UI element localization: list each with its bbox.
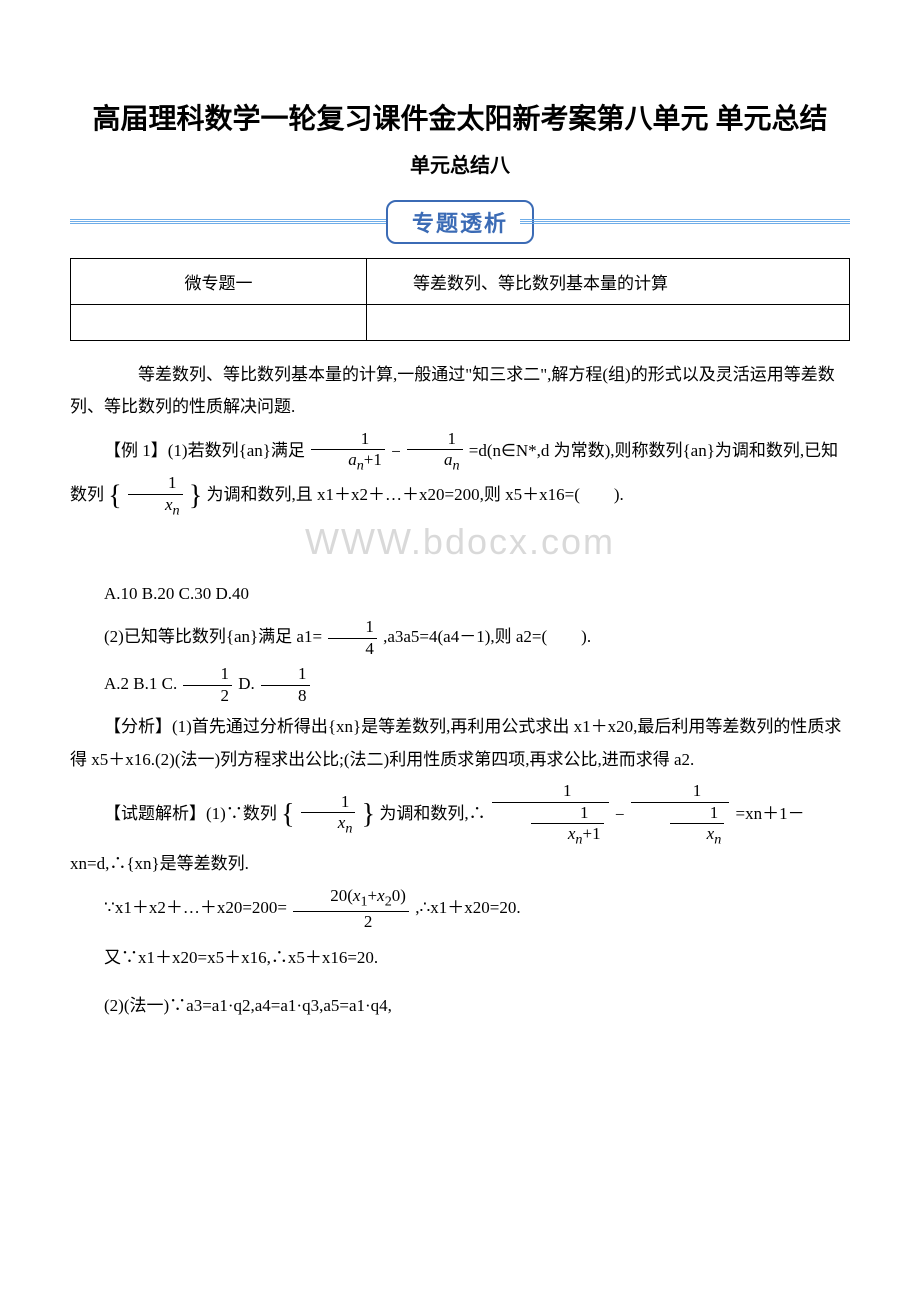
solution-line2: ∵x1＋x2＋…＋x20=200= 20(x1+x20) 2 ,∴x1＋x20=…: [70, 886, 850, 931]
fraction-den: an: [407, 450, 463, 474]
fraction-den: 4: [328, 639, 377, 659]
page-title: 高届理科数学一轮复习课件金太阳新考案第八单元 单元总结: [70, 100, 850, 139]
fraction-num: 1: [183, 665, 232, 686]
fraction-den: 1 xn: [631, 803, 730, 849]
ex1-p2-tail: ,a3a5=4(a4－1),则 a2=( ).: [383, 628, 591, 647]
nested-fraction: 1 xn: [670, 804, 725, 849]
fraction: 20(x1+x20) 2: [293, 887, 409, 932]
nested-fraction: 1 xn+1: [531, 804, 604, 849]
banner-label: 专题透析: [386, 200, 534, 244]
brace-right: }: [189, 481, 202, 512]
fraction-num: 1: [261, 665, 310, 686]
topic-right-cell: 等差数列、等比数列基本量的计算: [367, 259, 850, 305]
fraction: 1 an: [407, 430, 463, 475]
fraction-den: 1 xn+1: [492, 803, 609, 849]
page-subtitle: 单元总结八: [70, 149, 850, 178]
opts-lead: A.2 B.1 C.: [104, 674, 177, 693]
empty-cell: [71, 305, 367, 341]
fraction-num: 1: [531, 804, 604, 825]
intro-paragraph: 等差数列、等比数列基本量的计算,一般通过"知三求二",解方程(组)的形式以及灵活…: [70, 359, 850, 424]
brace-right: }: [362, 799, 375, 830]
brace-left: {: [108, 481, 121, 512]
banner-line-right: [520, 219, 850, 225]
watermark-text: WWW.bdocx.com: [70, 521, 850, 563]
table-row: 微专题一 等差数列、等比数列基本量的计算: [71, 259, 850, 305]
example1-part1: 【例 1】(1)若数列{an}满足 1 an+1 − 1 an =d(n∈N*,…: [70, 430, 850, 519]
sol-mid: 为调和数列,∴: [379, 804, 485, 823]
fraction-num: 1: [631, 782, 730, 803]
ex1-p2-options: A.2 B.1 C. 1 2 D. 1 8: [70, 665, 850, 705]
example1-part2: (2)已知等比数列{an}满足 a1= 1 4 ,a3a5=4(a4－1),则 …: [70, 618, 850, 658]
sol-lead: 【试题解析】(1)∵数列: [104, 804, 277, 823]
fraction-den: xn+1: [531, 824, 604, 848]
fraction-den: 2: [183, 686, 232, 706]
fraction: 1 xn: [128, 474, 183, 519]
fraction-den: 8: [261, 686, 310, 706]
fraction: 1 an+1: [311, 430, 385, 475]
section-banner: 专题透析: [70, 198, 850, 246]
solution-line1: 【试题解析】(1)∵数列 { 1 xn } 为调和数列,∴ 1 1 xn+1 −…: [70, 782, 850, 881]
table-row: [71, 305, 850, 341]
fraction-num: 1: [328, 618, 377, 639]
ex1-options: A.10 B.20 C.30 D.40: [70, 575, 850, 612]
fraction-den: an+1: [311, 450, 385, 474]
fraction: 1 xn: [301, 793, 356, 838]
fraction-num: 20(x1+x20): [293, 887, 409, 912]
ex1-lead: 【例 1】(1)若数列{an}满足: [104, 441, 305, 460]
page-container: 高届理科数学一轮复习课件金太阳新考案第八单元 单元总结 单元总结八 专题透析 微…: [0, 0, 920, 1072]
fraction-den: xn: [670, 824, 725, 848]
solution-line4: (2)(法一)∵a3=a1·q2,a4=a1·q3,a5=a1·q4,: [70, 984, 850, 1028]
brace-left: {: [281, 799, 294, 830]
fraction-num: 1: [492, 782, 609, 803]
fraction: 1 4: [328, 618, 377, 658]
analysis-paragraph: 【分析】(1)首先通过分析得出{xn}是等差数列,再利用公式求出 x1＋x20,…: [70, 711, 850, 776]
minus-sign: −: [391, 442, 405, 461]
topic-left-cell: 微专题一: [71, 259, 367, 305]
fraction-den: xn: [128, 495, 183, 519]
minus-sign: −: [615, 805, 629, 824]
fraction-num: 1: [311, 430, 385, 451]
sol-line2a: ∵x1＋x2＋…＋x20=200=: [104, 898, 287, 917]
opts-mid: D.: [238, 674, 255, 693]
fraction-den: xn: [301, 813, 356, 837]
fraction: 1 8: [261, 665, 310, 705]
empty-cell: [367, 305, 850, 341]
fraction-num: 1: [301, 793, 356, 814]
ex1-p2-lead: (2)已知等比数列{an}满足 a1=: [104, 628, 322, 647]
fraction: 1 2: [183, 665, 232, 705]
fraction-num: 1: [407, 430, 463, 451]
banner-line-left: [70, 219, 400, 225]
fraction-num: 1: [670, 804, 725, 825]
sol-line2b: ,∴x1＋x20=20.: [415, 898, 520, 917]
topic-table: 微专题一 等差数列、等比数列基本量的计算: [70, 258, 850, 341]
fraction-num: 1: [128, 474, 183, 495]
fraction-den: 2: [293, 912, 409, 932]
ex1-tail: 为调和数列,且 x1＋x2＋…＋x20=200,则 x5＋x16=( ).: [207, 486, 624, 505]
fraction: 1 1 xn+1: [492, 782, 609, 848]
solution-line3: 又∵x1＋x20=x5＋x16,∴x5＋x16=20.: [70, 936, 850, 980]
fraction: 1 1 xn: [631, 782, 730, 848]
